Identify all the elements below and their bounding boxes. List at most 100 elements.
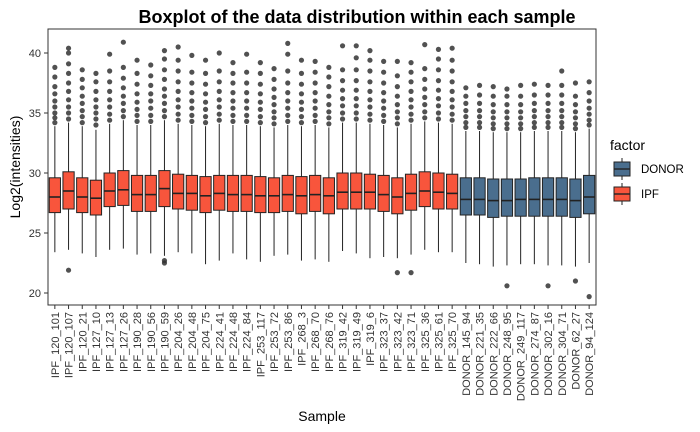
outlier-point	[476, 108, 483, 114]
outlier-point	[93, 116, 99, 122]
outlier-point	[93, 104, 99, 110]
outlier-point	[381, 98, 387, 104]
outlier-point	[422, 115, 428, 121]
outlier-point	[175, 79, 181, 85]
outlier-point	[476, 114, 483, 120]
outlier-point	[326, 109, 332, 115]
box-iqr	[418, 171, 431, 208]
box-iqr	[350, 172, 363, 210]
outlier-point	[408, 111, 414, 117]
outlier-point	[531, 124, 537, 130]
x-tick-label: IPF_224_48	[228, 312, 240, 372]
box-iqr	[487, 178, 500, 218]
outlier-point	[531, 114, 537, 120]
outlier-point	[545, 100, 551, 106]
outlier-point	[559, 120, 565, 126]
x-tick-label: IPF_268_76	[324, 312, 336, 372]
outlier-point	[120, 100, 126, 106]
outlier-point	[422, 109, 428, 115]
outlier-point	[189, 105, 195, 111]
outlier-point	[257, 91, 263, 97]
x-tick-label: IPF_325_36	[420, 312, 432, 372]
box-iqr	[130, 174, 144, 212]
x-tick-label: IPF_204_26	[173, 312, 185, 372]
outlier-point	[107, 104, 113, 110]
outlier-point	[107, 97, 113, 103]
outlier-point	[93, 122, 99, 128]
outlier-point	[422, 42, 428, 48]
outlier-point	[79, 85, 85, 91]
x-tick-label: IPF_224_41	[214, 312, 226, 372]
outlier-point	[257, 106, 263, 112]
outlier-point	[93, 88, 99, 94]
box-iqr	[391, 177, 404, 215]
x-tick-label: IPF_319_6	[365, 312, 377, 366]
outlier-point	[381, 58, 387, 64]
box-iqr	[240, 174, 253, 212]
box-group	[363, 48, 377, 259]
outlier-point	[79, 100, 85, 106]
x-tick-label: IPF_204_75	[201, 312, 213, 372]
outlier-point	[52, 84, 58, 90]
box-iqr	[528, 177, 541, 217]
outlier-point	[435, 116, 442, 122]
outlier-point	[545, 92, 551, 98]
outlier-point	[161, 108, 168, 114]
x-tick-label: IPF_323_42	[392, 312, 404, 372]
box-group	[432, 46, 445, 253]
outlier-point	[394, 73, 400, 79]
box-group	[117, 39, 130, 249]
outlier-point	[161, 86, 168, 92]
outlier-point	[476, 120, 483, 126]
outlier-point	[285, 118, 291, 124]
outlier-point	[189, 80, 195, 86]
outlier-point	[422, 76, 428, 82]
outlier-point	[449, 88, 455, 94]
box-group	[48, 64, 61, 253]
box-group	[254, 60, 267, 262]
outlier-point	[244, 51, 250, 57]
outlier-point	[298, 99, 305, 105]
outlier-point	[161, 93, 168, 99]
outlier-point	[463, 124, 469, 130]
outlier-point	[326, 93, 332, 99]
outlier-point	[572, 93, 579, 99]
outlier-point	[531, 81, 537, 87]
outlier-point	[244, 80, 250, 86]
x-tick-label: IPF_323_71	[406, 312, 418, 372]
box-iqr	[514, 178, 527, 217]
outlier-point	[79, 108, 85, 114]
outlier-point	[504, 283, 510, 289]
outlier-point	[230, 70, 236, 76]
outlier-point	[312, 105, 318, 111]
outlier-point	[422, 102, 428, 108]
outlier-point	[353, 67, 359, 73]
box-group	[500, 86, 514, 289]
outlier-point	[257, 60, 263, 66]
outlier-point	[148, 112, 154, 118]
outlier-point	[463, 114, 469, 120]
outlier-point	[490, 93, 496, 99]
outlier-point	[107, 117, 113, 123]
box-group	[322, 64, 335, 262]
outlier-point	[463, 100, 469, 106]
outlier-point	[52, 98, 58, 104]
box-group	[336, 43, 349, 251]
outlier-point	[586, 79, 592, 85]
outlier-point	[161, 114, 168, 120]
outlier-point	[285, 90, 291, 96]
outlier-point	[134, 81, 140, 87]
outlier-point	[93, 110, 99, 116]
outlier-point	[408, 60, 414, 66]
outlier-point	[367, 57, 373, 63]
x-tick-label: IPF_323_37	[379, 312, 391, 372]
outlier-point	[339, 78, 346, 84]
boxes-layer	[48, 39, 596, 300]
box-iqr	[117, 170, 130, 206]
box-iqr	[555, 177, 568, 217]
outlier-point	[559, 114, 565, 120]
outlier-point	[298, 57, 305, 63]
outlier-point	[518, 121, 524, 127]
outlier-point	[175, 104, 181, 110]
outlier-point	[65, 104, 72, 110]
